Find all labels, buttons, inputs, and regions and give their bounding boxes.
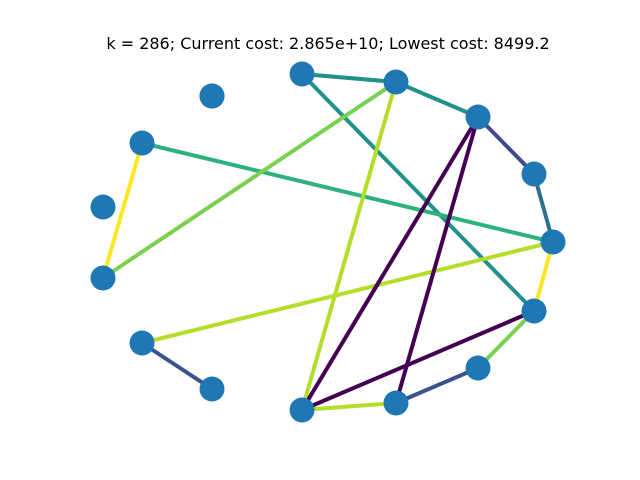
graph-edge (300, 309, 536, 412)
graph-edge (394, 80, 480, 119)
edge-layer (101, 72, 555, 412)
graph-node (129, 130, 155, 156)
graph-edge (476, 309, 536, 370)
graph-edge (300, 115, 480, 412)
graph-edge (300, 72, 398, 84)
graph-edge (394, 366, 480, 405)
graph-edge (300, 401, 398, 412)
graph-node (521, 298, 547, 324)
graph-node (199, 83, 225, 109)
node-layer (90, 61, 566, 423)
graph-edge (394, 115, 480, 405)
graph-node (90, 265, 116, 291)
graph-edge (101, 80, 398, 280)
graph-edge (140, 240, 555, 345)
graph-node (383, 69, 409, 95)
graph-edge (140, 341, 214, 391)
graph-node (289, 397, 315, 423)
graph-node (465, 355, 491, 381)
graph-node (289, 61, 315, 87)
graph-node (129, 330, 155, 356)
graph-node (383, 390, 409, 416)
graph-edge (101, 141, 144, 280)
graph-edge (140, 141, 555, 244)
graph-edge (300, 72, 536, 313)
graph-node (540, 229, 566, 255)
graph-node (90, 194, 116, 220)
graph-node (521, 161, 547, 187)
graph-edge (300, 80, 398, 412)
graph-node (465, 104, 491, 130)
graph-node (199, 376, 225, 402)
figure-title: k = 286; Current cost: 2.865e+10; Lowest… (106, 34, 549, 53)
graph-edge (476, 115, 536, 176)
